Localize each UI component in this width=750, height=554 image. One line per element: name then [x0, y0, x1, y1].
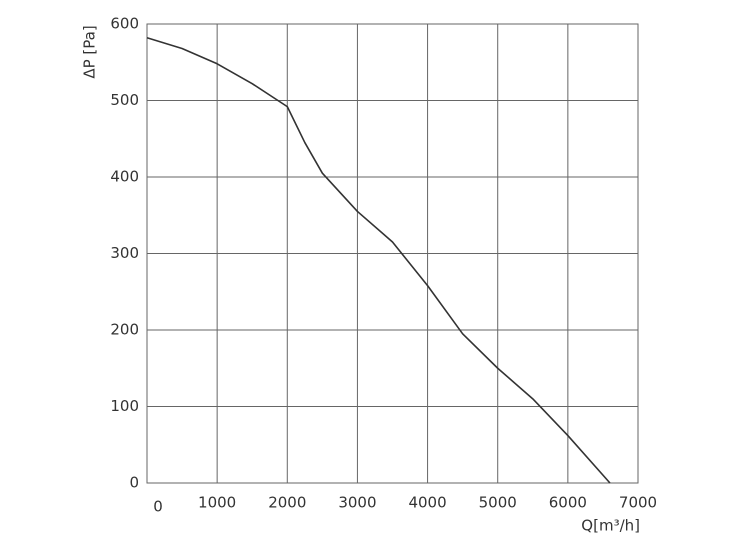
y-tick-label: 200	[110, 321, 139, 339]
x-tick-label: 6000	[549, 494, 587, 512]
y-tick-label: 400	[110, 168, 139, 186]
y-tick-label: 500	[110, 91, 139, 109]
y-axis-label: ΔP [Pa]	[81, 25, 99, 78]
y-tick-label: 600	[110, 15, 139, 33]
x-tick-label: 2000	[268, 494, 306, 512]
y-tick-label: 100	[110, 397, 139, 415]
x-axis-label: Q[m³/h]	[581, 517, 640, 535]
line	[146, 37, 611, 484]
x-tick-label: 7000	[619, 494, 657, 512]
y-tick-label: 300	[110, 244, 139, 262]
x-tick-label: 4000	[408, 494, 446, 512]
plot-frame	[146, 23, 639, 484]
x-tick-label: 3000	[338, 494, 376, 512]
x-tick-label: 1000	[198, 494, 236, 512]
x-tick-label: 5000	[479, 494, 517, 512]
x-tick-label: 0	[153, 498, 163, 516]
y-tick-label: 0	[129, 474, 139, 492]
